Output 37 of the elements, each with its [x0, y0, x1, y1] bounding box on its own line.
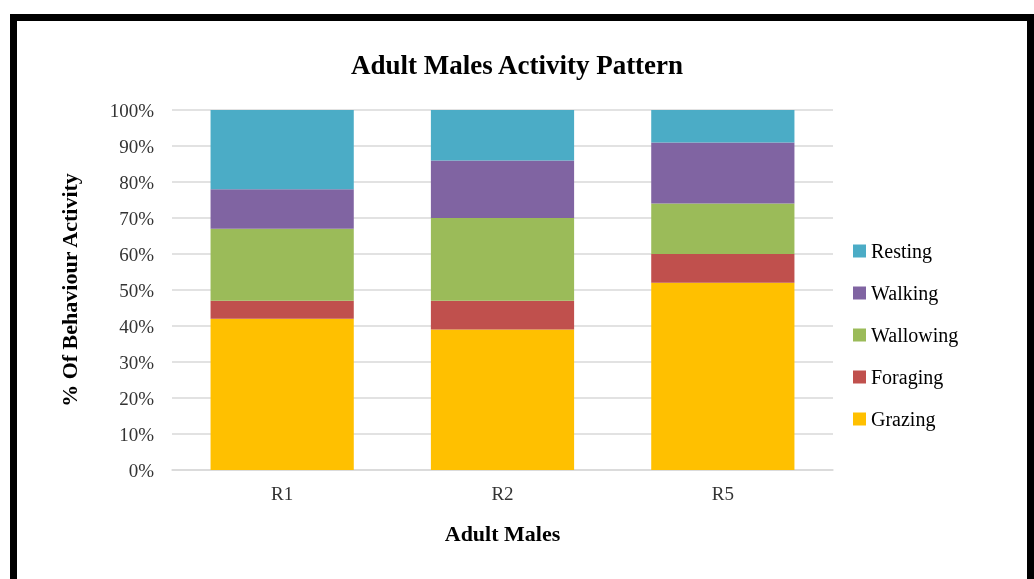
bar [430, 110, 575, 161]
y-tick-label: 100% [109, 99, 155, 121]
chart-title: Adult Males Activity Pattern [350, 49, 684, 80]
legend-label: Wallowing [871, 324, 959, 347]
legend-label: Grazing [871, 408, 936, 431]
y-tick-label: 90% [119, 135, 155, 157]
y-tick-label: 30% [119, 351, 155, 373]
bar [210, 110, 354, 190]
bar [210, 300, 354, 319]
y-tick-label: 70% [119, 207, 155, 229]
y-axis-title: % Of Behaviour Activity [56, 173, 82, 407]
bar [210, 189, 354, 229]
x-tick-label: R1 [271, 483, 294, 504]
x-tick-label: R2 [491, 483, 514, 504]
legend-label: Walking [871, 282, 939, 305]
y-tick-label: 50% [119, 279, 155, 301]
y-tick-label: 10% [119, 423, 155, 445]
bar [210, 318, 354, 470]
bar [430, 300, 575, 330]
legend-label: Resting [871, 240, 933, 263]
y-tick-label: 40% [119, 315, 155, 337]
y-tick-label: 20% [119, 387, 155, 409]
x-axis-title: Adult Males [444, 520, 561, 546]
bar [651, 254, 795, 283]
bar [430, 329, 575, 470]
bar [430, 160, 575, 218]
bar [210, 228, 354, 301]
y-tick-label: 0% [128, 459, 155, 481]
y-tick-label: 60% [119, 243, 155, 265]
bar [651, 203, 795, 254]
bar [651, 110, 795, 143]
bar [430, 218, 575, 301]
x-tick-label: R5 [711, 483, 734, 504]
legend-label: Foraging [871, 366, 944, 389]
bar [651, 282, 795, 470]
bar [651, 142, 795, 204]
y-tick-label: 80% [119, 171, 155, 193]
